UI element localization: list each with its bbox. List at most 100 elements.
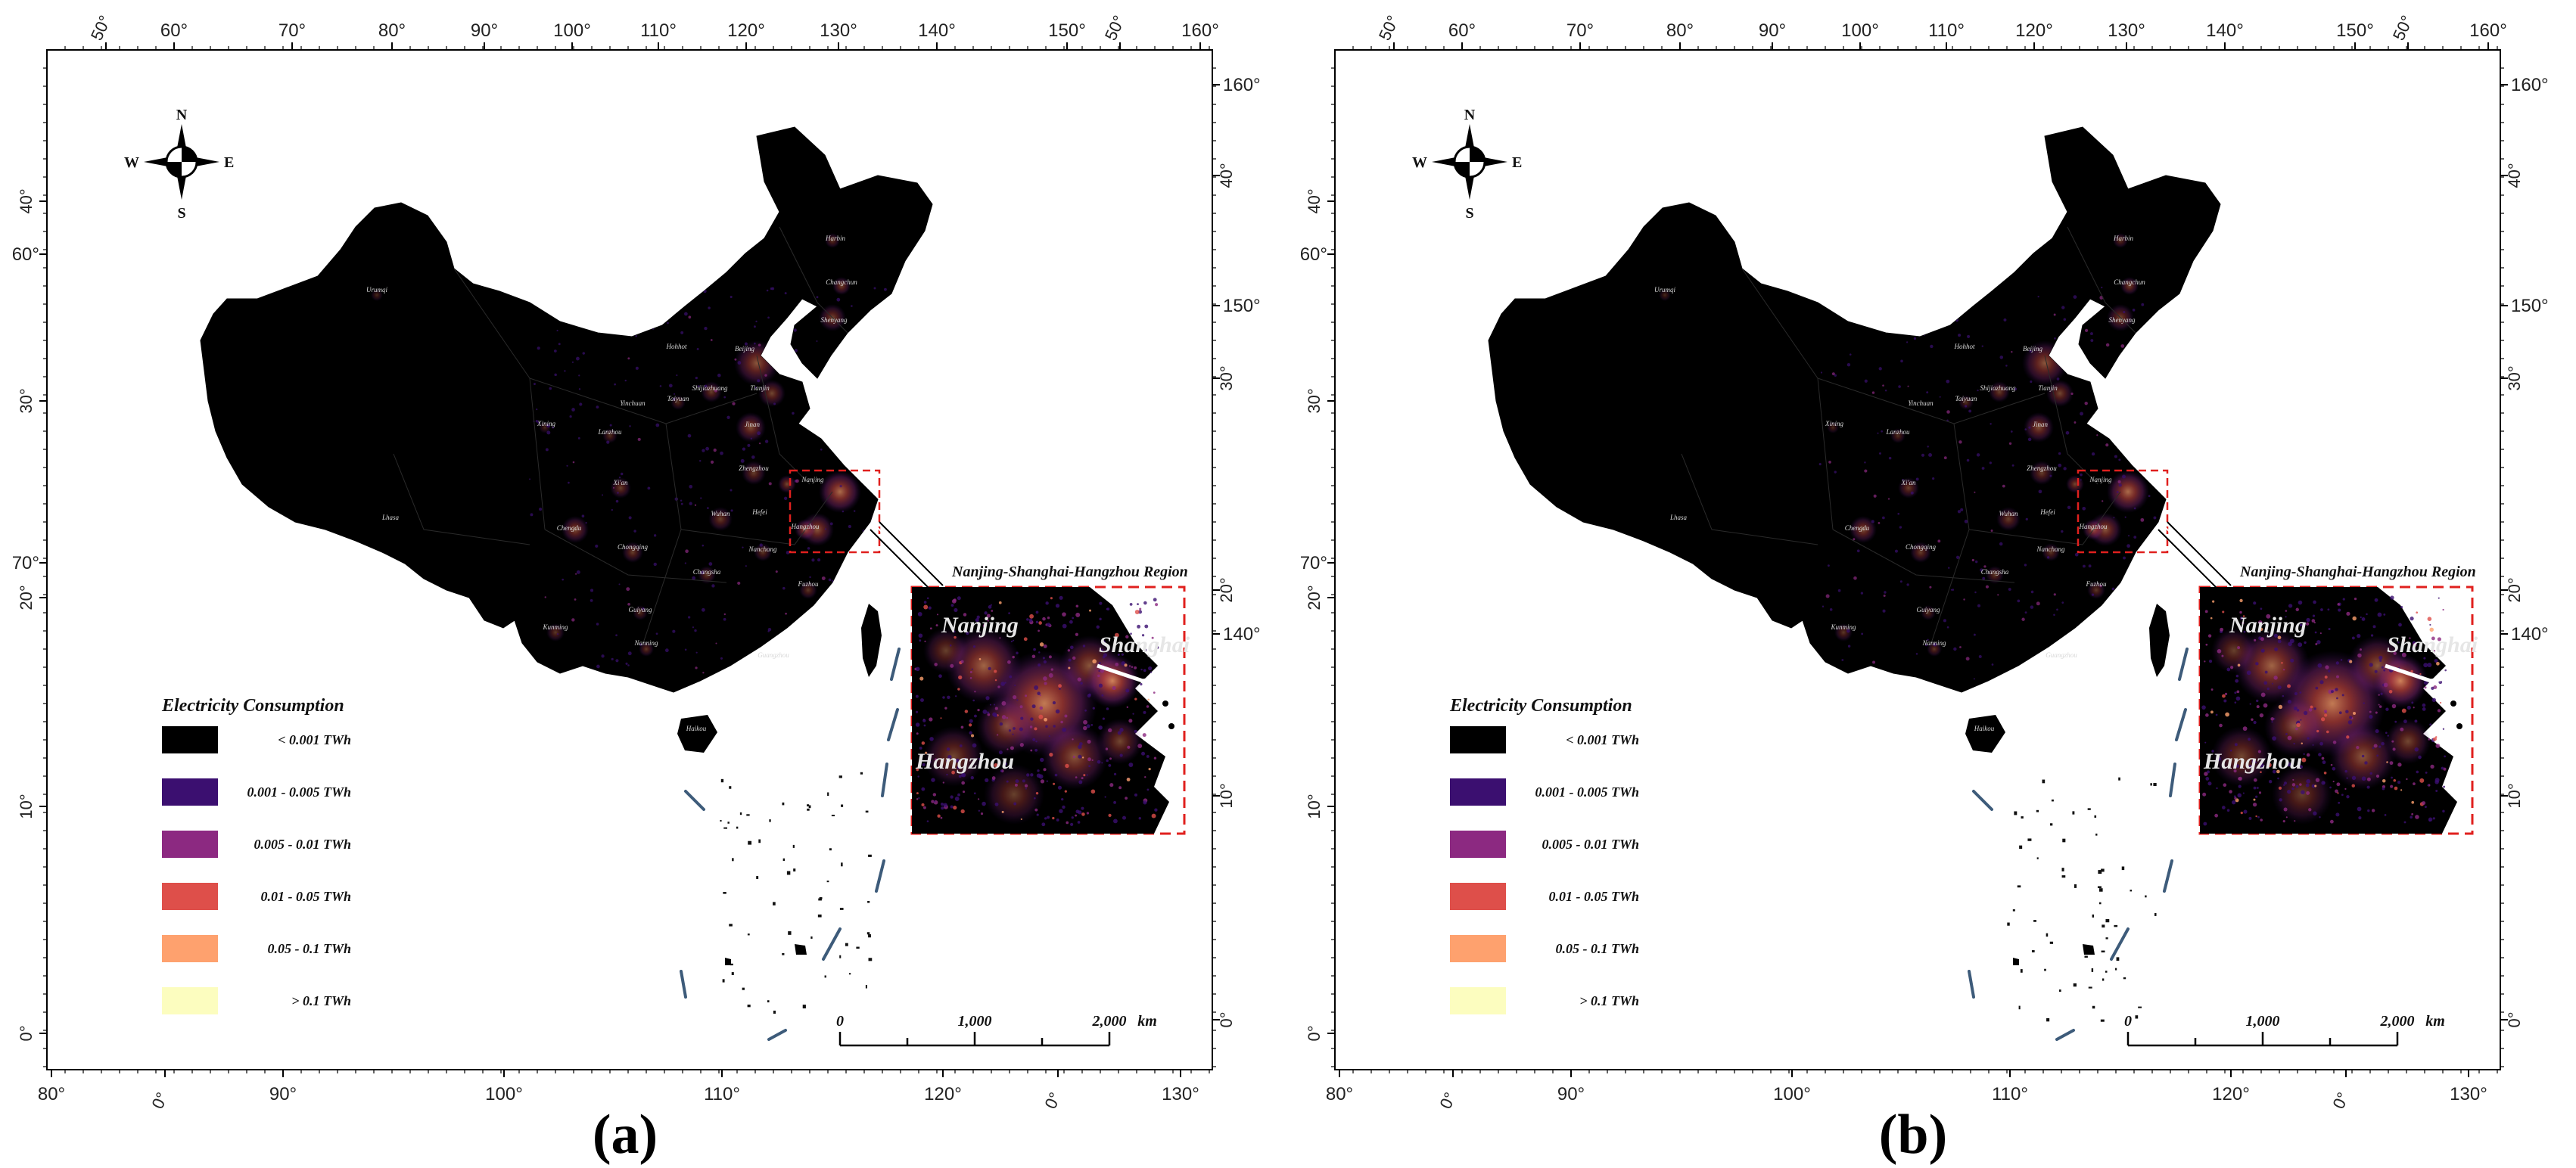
city-label: Guangzhou <box>758 651 789 659</box>
panel-letter: (a) <box>593 1104 658 1166</box>
city-label: Urumqi <box>1654 286 1676 294</box>
inset-title: Nanjing-Shanghai-Hangzhou Region <box>2239 564 2476 580</box>
city-labels: Harbin Changchun Urumqi Shenyang Hohhot Beiji… <box>366 235 857 732</box>
legend-swatch <box>1450 883 1506 910</box>
inset-city-label: Nanjing <box>2229 613 2307 638</box>
right-tick-label: 20° <box>1217 577 1236 602</box>
city-label: Jinan <box>2033 421 2048 428</box>
north-arrow-icon: N S E W <box>124 107 234 222</box>
legend-swatch <box>1450 987 1506 1014</box>
right-tick-label: 140° <box>1223 624 1261 645</box>
inset-city-label: Hangzhou <box>915 749 1014 774</box>
top-tick-label: 70° <box>278 20 306 41</box>
city-label: Xining <box>537 420 555 427</box>
city-label: Chengdu <box>1845 524 1870 532</box>
right-tick-label: 40° <box>2505 163 2524 188</box>
right-tick-label: 30° <box>2505 365 2524 390</box>
legend-label: 0.05 - 0.1 TWh <box>1555 941 1639 956</box>
city-label: Hangzhou <box>2078 523 2108 530</box>
scale-unit: km <box>2425 1013 2445 1030</box>
top-tick-label: 80° <box>378 20 406 41</box>
city-label: Shenyang <box>2109 316 2136 324</box>
top-tick-label: 130° <box>2108 20 2145 41</box>
compass-w: W <box>124 154 139 171</box>
right-tick-label: 40° <box>1217 163 1236 188</box>
city-label: Yinchuan <box>1908 399 1934 407</box>
city-label: Hohhot <box>666 343 687 350</box>
legend-label: 0.01 - 0.05 TWh <box>1548 889 1639 904</box>
bottom-tick-label: 130° <box>1162 1084 1199 1104</box>
legend-swatch <box>1450 831 1506 858</box>
inset-city-label: Hangzhou <box>2203 749 2302 774</box>
city-label: Haikou <box>686 725 707 732</box>
bottom-tick-label: 80° <box>1326 1084 1353 1104</box>
inset-locator <box>789 469 944 592</box>
compass-n: N <box>1464 107 1476 123</box>
bottom-tick-label: 0° <box>148 1089 172 1112</box>
city-label: Taiyuan <box>1955 395 1977 402</box>
left-tick-label: 60° <box>1300 244 1327 265</box>
city-label: Kunming <box>542 623 568 631</box>
city-label: Beijing <box>2023 345 2042 353</box>
legend-label: 0.001 - 0.005 TWh <box>247 784 351 800</box>
scale-label: 0 <box>836 1013 844 1030</box>
legend-label: 0.01 - 0.05 TWh <box>260 889 351 904</box>
scale-label: 2,000 <box>2380 1013 2415 1030</box>
city-label: Hefei <box>751 508 767 516</box>
city-label: Haikou <box>1974 725 1995 732</box>
left-tick-label: 10° <box>17 794 36 819</box>
city-label: Nanning <box>1921 639 1946 647</box>
province-borders <box>1681 226 2136 644</box>
left-ticks: 40° 60° 30° 70° 20° 10° 0° <box>12 67 47 1067</box>
top-tick-label: 90° <box>471 20 498 41</box>
city-label: Hefei <box>2039 508 2055 516</box>
legend-swatch <box>162 778 218 806</box>
city-label: Yinchuan <box>620 399 646 407</box>
city-label: Wuhan <box>1999 510 2018 517</box>
top-tick-label: 110° <box>1928 20 1965 41</box>
top-tick-label: 160° <box>2469 20 2507 41</box>
top-tick-label: 60° <box>160 20 188 41</box>
right-tick-label: 150° <box>2511 296 2549 316</box>
consumption-glow <box>371 233 891 682</box>
left-tick-label: 60° <box>12 244 39 265</box>
top-tick-label: 120° <box>727 20 765 41</box>
top-tick-label: 110° <box>640 20 677 41</box>
bottom-tick-label: 120° <box>924 1084 962 1104</box>
city-label: Urumqi <box>366 286 388 294</box>
city-label: Shijiazhuang <box>692 384 728 392</box>
city-label: Hohhot <box>1954 343 1975 350</box>
bottom-ticks: 80° 0° 90° 100° 110° 120° 0° 130° <box>38 1070 1210 1112</box>
china-map: Harbin Changchun Urumqi Shenyang Hohhot Beiji… <box>1488 126 2221 753</box>
city-label: Shijiazhuang <box>1980 384 2016 392</box>
right-tick-label: 10° <box>2505 783 2524 808</box>
scale-label: 1,000 <box>2246 1013 2280 1030</box>
city-label: Chongqing <box>618 543 649 551</box>
left-tick-label: 70° <box>12 553 39 573</box>
city-label: Harbin <box>2113 235 2134 242</box>
inset-title: Nanjing-Shanghai-Hangzhou Region <box>951 564 1188 580</box>
top-tick-label: 100° <box>553 20 591 41</box>
legend-title: Electricity Consumption <box>1449 696 1632 716</box>
bottom-tick-label: 100° <box>1773 1084 1811 1104</box>
top-tick-label: 140° <box>2206 20 2244 41</box>
city-label: Nanjing <box>2089 476 2112 483</box>
compass-e: E <box>1512 154 1522 171</box>
left-tick-label: 70° <box>1300 553 1327 573</box>
top-tick-label: 50° <box>2389 12 2417 43</box>
city-label: Lanzhou <box>1885 428 1910 436</box>
right-tick-label: 10° <box>1217 783 1236 808</box>
legend-label: 0.005 - 0.01 TWh <box>254 837 351 852</box>
city-label: Changchun <box>2114 278 2145 286</box>
left-tick-label: 40° <box>17 188 36 213</box>
city-label: Fuzhou <box>798 580 820 588</box>
city-label: Changsha <box>693 568 721 576</box>
inset-map: Nanjing-Shanghai-Hangzhou Region Nanjing S… <box>910 564 1190 835</box>
compass-e: E <box>224 154 234 171</box>
china-map: Harbin Changchun Urumqi Shenyang Hohhot Beiji… <box>200 126 933 753</box>
right-tick-label: 0° <box>2505 1011 2524 1027</box>
city-label: Nanchang <box>748 545 777 553</box>
inset-city-label: Nanjing <box>941 613 1019 638</box>
hainan-island <box>1965 715 2005 753</box>
inset-city-label: Shanghai <box>2387 632 2478 657</box>
